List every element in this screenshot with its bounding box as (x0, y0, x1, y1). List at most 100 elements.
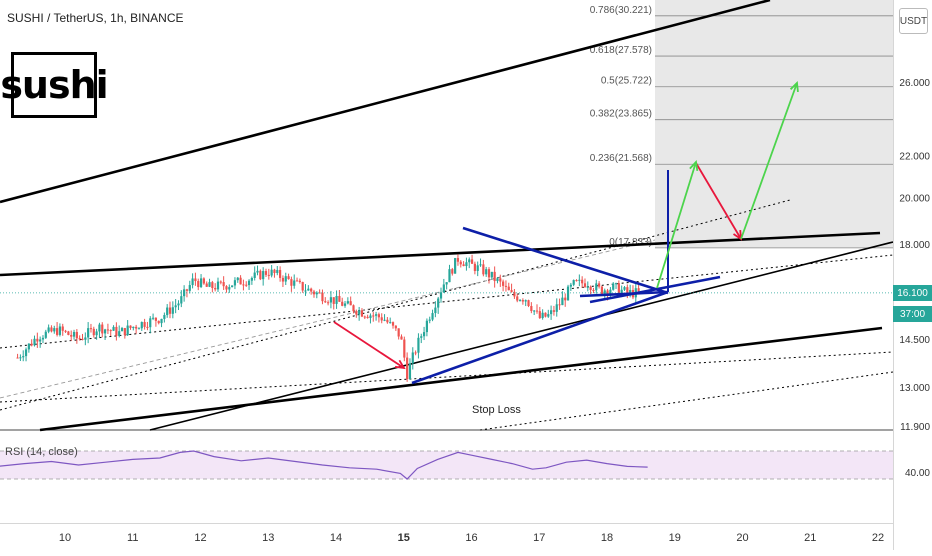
candle-body (157, 320, 160, 324)
candle-body (81, 338, 84, 340)
time-tick: 20 (736, 532, 748, 544)
candle-body (516, 296, 519, 301)
candle-body (485, 269, 488, 275)
candle-body (55, 328, 59, 335)
candle-body (335, 295, 338, 304)
candle-body (279, 269, 282, 278)
last-price-label: 16.100 (893, 285, 932, 301)
candle-body (479, 264, 482, 266)
candle-body (617, 283, 620, 295)
candle-body (533, 310, 536, 312)
candle-body (298, 280, 301, 283)
candle-body (439, 292, 443, 299)
candle-body (341, 301, 344, 306)
candle-body (502, 281, 505, 286)
price-tick: 26.000 (899, 78, 930, 89)
candle-body (609, 289, 612, 295)
candle-body (513, 291, 516, 297)
candle-body (84, 337, 87, 340)
countdown-label: 37:00 (893, 306, 932, 322)
candle-body (470, 259, 474, 264)
candle-body (391, 322, 395, 326)
candle-body (499, 278, 502, 282)
candle-body (321, 292, 324, 302)
price-axis[interactable]: 26.000 22.000 20.000 18.000 14.500 13.000 11.9… (893, 0, 932, 550)
candle-body (581, 279, 584, 284)
candle-body (214, 288, 217, 290)
chart-area[interactable]: 0.786(30.221) 0.618(27.578) 0.5(25.722) 0.3… (0, 0, 894, 523)
candle-body (637, 288, 640, 291)
candle-body (603, 290, 606, 294)
candle-body (318, 292, 321, 294)
candle-body (151, 317, 155, 319)
candle-body (600, 286, 604, 294)
candle-body (216, 281, 220, 290)
candle-body (343, 303, 347, 306)
candle-body (606, 290, 609, 295)
candle-body (98, 324, 101, 332)
candle-body (250, 277, 253, 281)
chart-canvas[interactable]: 0.786(30.221) 0.618(27.578) 0.5(25.722) 0.3… (0, 0, 894, 523)
candle-body (338, 295, 341, 302)
candle-body (24, 349, 28, 357)
candle-body (205, 283, 208, 287)
candle-body (541, 312, 544, 319)
candle-body (572, 280, 575, 285)
candle-body (490, 271, 493, 278)
candle-body (437, 298, 440, 308)
candle-body (50, 327, 53, 332)
candle-body (414, 352, 417, 354)
candle-body (202, 278, 205, 284)
candle-body (417, 337, 420, 353)
candle-body (120, 328, 124, 332)
candle-body (315, 292, 318, 295)
candle-body (555, 304, 558, 312)
candle-body (329, 297, 333, 303)
candle-body (262, 271, 265, 280)
candle-body (400, 336, 403, 340)
candle-body (87, 328, 90, 338)
candle-body (360, 310, 364, 317)
candle-body (374, 314, 378, 316)
candle-body (30, 343, 33, 346)
candle-body (544, 312, 547, 317)
candle-body (174, 305, 177, 308)
candle-body (380, 317, 383, 321)
fib-label: 0(17.833) (609, 237, 652, 248)
candle-body (518, 300, 522, 302)
currency-badge[interactable]: USDT (899, 8, 928, 34)
candle-body (233, 280, 237, 286)
candle-body (326, 302, 330, 304)
candle-body (163, 315, 166, 319)
triangle-line (579, 290, 669, 298)
candle-body (118, 331, 121, 336)
candle-body (67, 331, 70, 335)
time-tick: 19 (669, 532, 681, 544)
candle-body (194, 278, 197, 282)
red-arrow-head (394, 359, 406, 370)
candle-body (64, 330, 67, 332)
candle-body (442, 284, 445, 293)
candle-body (420, 336, 423, 338)
candle-body (408, 363, 412, 380)
candle-body (406, 357, 409, 380)
time-tick: 21 (804, 532, 816, 544)
price-tick: 40.00 (905, 468, 930, 479)
candle-body (256, 270, 259, 273)
candle-body (614, 283, 618, 285)
candle-body (183, 289, 186, 297)
price-tick: 11.900 (900, 422, 930, 433)
dashed-guide-line (0, 239, 656, 399)
candle-body (550, 310, 553, 315)
candle-body (188, 285, 191, 291)
candle-body (428, 319, 431, 321)
candle-body (78, 338, 81, 340)
candle-body (332, 297, 335, 304)
candle-body (589, 286, 592, 290)
candle-body (394, 325, 397, 329)
trendline (149, 241, 894, 431)
candle-body (225, 286, 228, 290)
time-axis[interactable]: 10 11 12 13 14 15 16 17 18 19 20 21 22 (0, 523, 893, 551)
candle-body (595, 283, 598, 291)
candle-body (242, 284, 245, 286)
